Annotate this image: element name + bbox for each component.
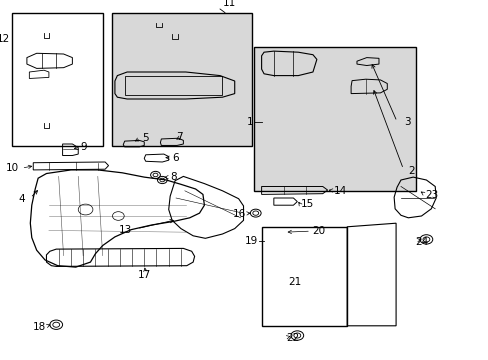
Text: 8: 8 — [170, 172, 177, 182]
Text: 14: 14 — [333, 186, 346, 196]
Text: 7: 7 — [176, 132, 183, 142]
Text: 21: 21 — [288, 276, 301, 287]
Text: 22: 22 — [285, 333, 299, 343]
Text: 5: 5 — [142, 132, 148, 143]
Bar — [124, 76, 222, 95]
Text: 11: 11 — [222, 0, 235, 8]
Text: 10: 10 — [5, 163, 19, 174]
Text: 9: 9 — [81, 142, 87, 152]
Text: 4: 4 — [19, 194, 25, 204]
Bar — [146, 98, 166, 104]
Text: 12: 12 — [0, 34, 10, 44]
Text: 15: 15 — [300, 199, 313, 210]
Text: 20: 20 — [311, 226, 325, 236]
Bar — [200, 97, 220, 103]
Text: 6: 6 — [172, 153, 179, 163]
Text: 3: 3 — [403, 117, 410, 127]
Text: 24: 24 — [415, 237, 428, 247]
Text: 23: 23 — [425, 190, 438, 200]
Text: 17: 17 — [138, 270, 151, 280]
Bar — [261, 227, 346, 326]
Text: 19: 19 — [244, 236, 258, 246]
Bar — [12, 13, 102, 146]
Text: 16: 16 — [232, 209, 245, 219]
Text: 18: 18 — [33, 322, 46, 332]
Bar — [121, 97, 141, 103]
Bar — [254, 47, 415, 191]
Text: 13: 13 — [118, 225, 131, 235]
Bar — [173, 98, 193, 104]
Bar — [112, 13, 251, 146]
Text: 2: 2 — [407, 166, 414, 176]
Text: 1: 1 — [246, 117, 253, 127]
